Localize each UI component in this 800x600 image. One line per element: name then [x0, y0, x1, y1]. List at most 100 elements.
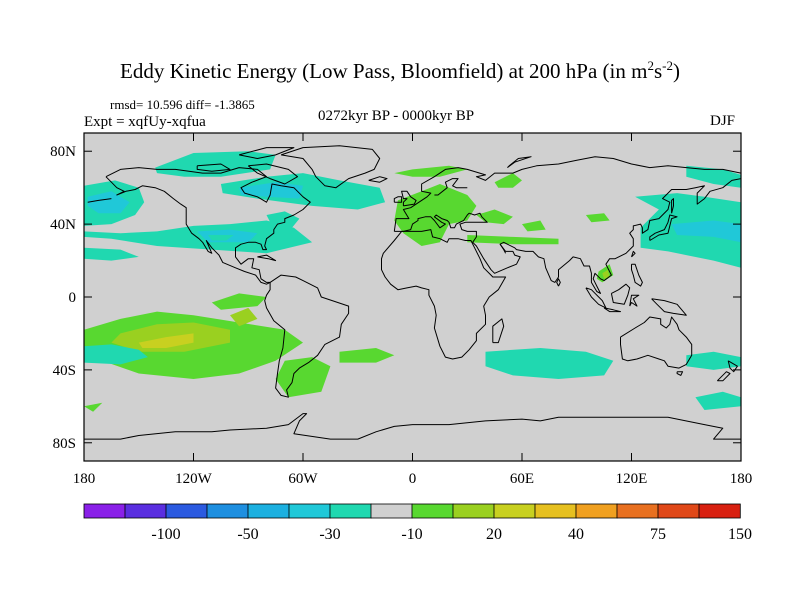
x-tick-label: 180	[73, 471, 96, 487]
y-tick-label: 0	[69, 290, 77, 306]
x-tick-label: 60E	[510, 471, 534, 487]
colorbar-swatch	[575, 503, 618, 519]
title-sup2: -2	[662, 58, 673, 73]
coastline-layer	[84, 145, 741, 440]
colorbar-swatch	[370, 503, 413, 519]
coastline	[247, 163, 298, 185]
anomaly-region	[208, 235, 234, 241]
anomaly-region	[84, 402, 103, 412]
axis-ticks: 80N 40N 0 40S 80S 180 120W 60W 0 60E 120E 180	[50, 133, 752, 487]
colorbar-label: 150	[728, 526, 752, 543]
colorbar-label: 40	[568, 526, 584, 543]
coastline	[671, 198, 674, 214]
colorbar-swatch	[83, 503, 126, 519]
anomaly-region	[686, 351, 741, 370]
title-text: Eddy Kinetic Energy (Low Pass, Bloomfiel…	[120, 59, 648, 83]
y-tick-label: 40N	[50, 217, 76, 233]
coastline	[499, 243, 507, 254]
coastline	[393, 156, 741, 294]
colorbar-label: -100	[151, 526, 180, 543]
period-label: 0272kyr BP - 0000kyr BP	[318, 108, 475, 124]
coastline	[610, 283, 631, 305]
experiment-label: Expt = xqfUy-xqfua	[84, 114, 206, 130]
anomaly-region	[467, 235, 559, 245]
colorbar: -100 -50 -30 -10 20 40 75 150	[83, 503, 752, 543]
colorbar-swatch	[534, 503, 577, 519]
x-tick-label: 180	[730, 471, 753, 487]
anomaly-region	[494, 173, 522, 188]
colorbar-label: -50	[237, 526, 258, 543]
coastline	[105, 167, 311, 285]
coastline	[401, 190, 417, 207]
coastline	[620, 316, 693, 369]
coastline	[629, 294, 640, 307]
coastline	[280, 145, 381, 189]
colorbar-label: 20	[486, 526, 502, 543]
coastline	[556, 278, 561, 287]
colorbar-swatch	[165, 503, 208, 519]
coastline	[368, 176, 388, 183]
anomaly-region	[522, 220, 546, 232]
coastline	[434, 178, 468, 196]
coastline	[631, 250, 636, 258]
anomaly-region	[84, 220, 313, 254]
anomaly-fill-layer	[84, 133, 741, 461]
stats-label: rmsd= 10.596 diff= -1.3865	[110, 97, 255, 112]
anomaly-region	[84, 344, 148, 365]
x-tick-label: 120E	[616, 471, 648, 487]
colorbar-swatch	[698, 503, 741, 519]
title-unit: s	[653, 59, 663, 83]
colorbar-label: 75	[650, 526, 666, 543]
coastline	[84, 413, 741, 440]
coastline	[676, 371, 684, 376]
colorbar-swatch	[206, 503, 249, 519]
coastline	[631, 263, 643, 287]
x-tick-label: 60W	[288, 471, 318, 487]
coastline	[603, 307, 621, 313]
anomaly-region	[339, 348, 395, 363]
coastline	[727, 360, 738, 373]
anomaly-region	[686, 165, 741, 188]
colorbar-swatch	[493, 503, 536, 519]
coastline	[716, 371, 731, 382]
coastline	[381, 229, 507, 360]
anomaly-region	[671, 220, 741, 243]
anomaly-region	[585, 213, 610, 223]
coastline	[264, 274, 350, 398]
colorbar-swatch	[247, 503, 290, 519]
coastline	[507, 156, 532, 169]
anomaly-region	[138, 333, 194, 348]
coastline	[651, 298, 687, 316]
anomaly-region	[230, 307, 258, 327]
anomaly-region	[211, 293, 267, 310]
y-tick-label: 80S	[53, 436, 76, 452]
coastline	[257, 254, 277, 262]
coastline	[492, 318, 505, 344]
title-sup1: 2	[647, 58, 654, 73]
coastline	[393, 196, 403, 203]
title-close: )	[672, 59, 680, 83]
anomaly-region	[602, 269, 610, 279]
colorbar-swatch	[616, 503, 659, 519]
colorbar-swatch	[657, 503, 700, 519]
coastline	[196, 163, 231, 172]
x-tick-label: 120W	[175, 471, 213, 487]
colorbar-swatch	[124, 503, 167, 519]
anomaly-region	[485, 348, 614, 379]
colorbar-swatch	[411, 503, 454, 519]
colorbar-swatch	[288, 503, 331, 519]
season-label: DJF	[710, 113, 736, 129]
colorbar-label: -10	[401, 526, 422, 543]
coastline	[649, 214, 678, 241]
coastline	[238, 147, 295, 159]
y-tick-label: 80N	[50, 144, 76, 160]
y-tick-label: 40S	[53, 363, 76, 379]
anomaly-region	[84, 247, 139, 261]
anomaly-region	[275, 357, 331, 398]
anomaly-region	[87, 191, 130, 214]
chart-title: Eddy Kinetic Energy (Low Pass, Bloomfiel…	[0, 58, 800, 84]
colorbar-label: -30	[319, 526, 340, 543]
colorbar-swatch	[329, 503, 372, 519]
coastline	[87, 198, 112, 203]
